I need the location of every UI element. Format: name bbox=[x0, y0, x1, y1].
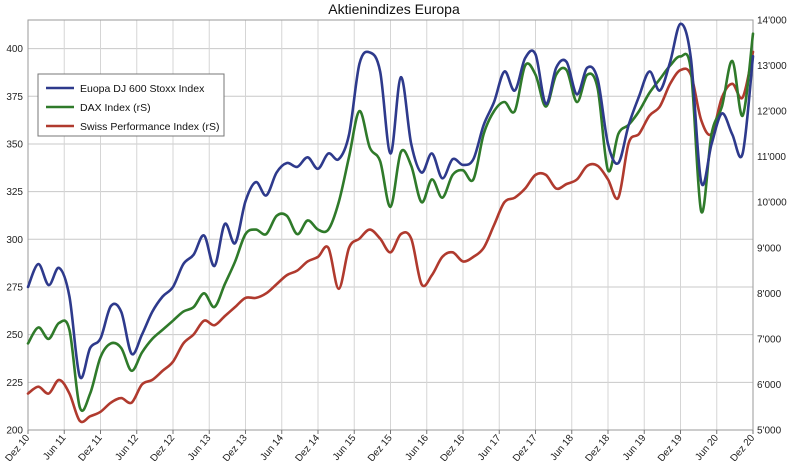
y-left-tick-label: 375 bbox=[6, 92, 23, 103]
x-tick-label: Dez 18 bbox=[584, 433, 613, 461]
x-tick-label: Jun 13 bbox=[186, 433, 214, 461]
x-tick-label: Jun 16 bbox=[403, 433, 431, 461]
y-left-tick-label: 275 bbox=[6, 282, 23, 293]
chart-title: Aktienindizes Europa bbox=[328, 1, 460, 17]
y-right-tick-label: 5'000 bbox=[757, 426, 782, 437]
y-left-tick-label: 225 bbox=[6, 378, 23, 389]
x-tick-label: Jun 14 bbox=[258, 433, 286, 461]
x-tick-label: Dez 13 bbox=[221, 433, 250, 461]
y-left-tick-label: 300 bbox=[6, 235, 23, 246]
x-tick-label: Dez 10 bbox=[4, 433, 33, 461]
y-right-tick-label: 6'000 bbox=[757, 380, 782, 391]
y-right-tick-label: 10'000 bbox=[757, 198, 787, 209]
y-right-tick-label: 9'000 bbox=[757, 243, 782, 254]
x-tick-label: Dez 17 bbox=[511, 433, 540, 461]
y-right-tick-label: 12'000 bbox=[757, 107, 787, 118]
series-line-dax-index-rs bbox=[26, 32, 755, 413]
legend: Euopa DJ 600 Stoxx Index DAX Index (rS) Sw… bbox=[37, 73, 225, 137]
x-tick-label: Jun 20 bbox=[693, 433, 721, 461]
x-tick-label: Jun 19 bbox=[621, 433, 649, 461]
x-tick-label: Jun 17 bbox=[476, 433, 504, 461]
y-left-tick-label: 250 bbox=[6, 330, 23, 341]
x-tick-label: Jun 11 bbox=[41, 433, 69, 461]
legend-label: Swiss Performance Index (rS) bbox=[80, 121, 219, 133]
y-left-tick-label: 200 bbox=[6, 426, 23, 437]
y-left-tick-label: 325 bbox=[6, 187, 23, 198]
series-line-swiss-performance-index-rs bbox=[26, 50, 755, 424]
x-tick-label: Jun 18 bbox=[548, 433, 576, 461]
x-tick-label: Dez 19 bbox=[656, 433, 685, 461]
y-left-tick-label: 400 bbox=[6, 44, 23, 55]
y-right-tick-label: 14'000 bbox=[757, 16, 787, 27]
series-line-euopa-dj-600-stoxx-index bbox=[26, 22, 755, 380]
x-tick-label: Jun 15 bbox=[331, 433, 359, 461]
y-right-tick-label: 11'000 bbox=[757, 152, 786, 163]
x-tick-label: Dez 15 bbox=[366, 433, 395, 461]
x-tick-label: Dez 16 bbox=[439, 433, 468, 461]
series-lines bbox=[26, 22, 755, 424]
x-tick-label: Jun 12 bbox=[113, 433, 141, 461]
x-tick-label: Dez 12 bbox=[149, 433, 178, 461]
legend-label: Euopa DJ 600 Stoxx Index bbox=[80, 83, 205, 95]
y-right-tick-label: 13'000 bbox=[757, 61, 787, 72]
x-tick-label: Dez 11 bbox=[76, 433, 105, 461]
legend-label: DAX Index (rS) bbox=[80, 102, 151, 114]
x-tick-label: Dez 14 bbox=[294, 433, 323, 461]
y-right-tick-label: 7'000 bbox=[757, 334, 782, 345]
y-left-tick-label: 350 bbox=[6, 139, 23, 150]
x-tick-label: Dez 20 bbox=[729, 433, 758, 461]
y-right-tick-label: 8'000 bbox=[757, 289, 782, 300]
